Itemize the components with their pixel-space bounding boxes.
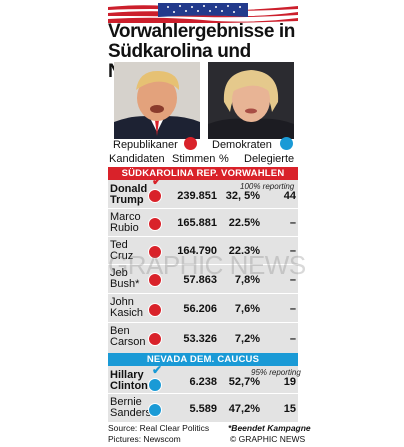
candidate-name: Donald Trump <box>110 183 148 206</box>
republican-dot-icon <box>148 217 162 231</box>
votes-value: 164.790 <box>177 245 217 257</box>
pct-value: 7,6% <box>234 303 260 315</box>
delegates-value: – <box>289 303 296 315</box>
candidate-name: Hillary Clinton <box>110 369 148 392</box>
delegates-value: – <box>289 274 296 286</box>
col-header-pct: % <box>219 153 229 165</box>
party-label-republican: Republikaner <box>113 139 178 151</box>
copyright-credit: © GRAPHIC NEWS <box>230 434 306 444</box>
republican-dot-icon <box>148 245 162 259</box>
pct-value: 32, 5% <box>225 190 260 202</box>
candidate-name: Bernie Sanders <box>110 396 151 419</box>
republican-dot-icon <box>184 137 197 150</box>
votes-value: 239.851 <box>177 190 217 202</box>
table-row: Ted Cruz 164.790 22.3% – <box>108 237 298 265</box>
republican-dot-icon <box>148 303 162 317</box>
republican-dot-icon <box>148 332 162 346</box>
table-row: John Kasich 56.206 7,6% – <box>108 294 298 323</box>
pct-value: 52,7% <box>228 376 260 388</box>
votes-value: 5.589 <box>189 403 217 415</box>
table-row: Ben Carson 53.326 7,2% – <box>108 323 298 353</box>
republican-dot-icon <box>148 189 162 203</box>
votes-value: 56.206 <box>183 303 217 315</box>
table-row: Jeb Bush* 57.863 7,8% – <box>108 265 298 294</box>
clinton-portrait <box>208 62 294 139</box>
candidate-name: Ted Cruz <box>110 239 134 262</box>
votes-value: 6.238 <box>189 376 217 388</box>
candidate-name: Jeb Bush* <box>110 267 140 290</box>
pct-value: 7,2% <box>234 333 260 345</box>
col-header-votes: Stimmen <box>172 153 216 165</box>
votes-value: 57.863 <box>183 274 217 286</box>
votes-value: 53.326 <box>183 333 217 345</box>
candidate-name: John Kasich <box>110 296 144 319</box>
pct-value: 22.5% <box>228 217 260 229</box>
pictures-credit: Pictures: Newscom <box>108 434 181 444</box>
sc-reporting: 100% reporting <box>240 182 295 191</box>
section-nevada: NEVADA DEM. CAUCUS <box>108 353 298 366</box>
check-icon: ✔ <box>152 363 163 377</box>
delegates-value: 19 <box>283 376 296 388</box>
section-south-carolina: SÜDKAROLINA REP. VORWAHLEN <box>108 167 298 180</box>
table-row: Hillary Clinton ✔ 6.238 52,7% 19 <box>108 363 298 394</box>
pct-value: 47,2% <box>228 403 260 415</box>
pct-value: 7,8% <box>234 274 260 286</box>
democrat-dot-icon <box>280 137 293 150</box>
delegates-value: – <box>289 245 296 257</box>
table-row: Marco Rubio 165.881 22.5% – <box>108 209 298 237</box>
table-row: Donald Trump ✔ 239.851 32, 5% 44 <box>108 174 298 209</box>
check-icon: ✔ <box>152 174 163 188</box>
delegates-value: – <box>289 333 296 345</box>
watermark: GRAPHIC NEWS <box>108 250 306 280</box>
nv-reporting: 95% reporting <box>251 368 301 377</box>
democrat-dot-icon <box>148 378 162 392</box>
source-note: Source: Real Clear Politics <box>108 423 210 433</box>
table-row: Bernie Sanders 5.589 47,2% 15 <box>108 394 298 422</box>
col-header-delegates: Delegierte <box>244 153 295 165</box>
campaign-note: *Beendet Kampagne <box>228 423 311 433</box>
republican-dot-icon <box>148 273 162 287</box>
nevada-table <box>108 366 298 422</box>
votes-value: 165.881 <box>177 217 217 229</box>
pct-value: 22.3% <box>228 245 260 257</box>
candidate-name: Ben Carson <box>110 325 146 348</box>
delegates-value: 44 <box>283 190 296 202</box>
delegates-value: – <box>289 217 296 229</box>
us-flag-banner <box>108 3 298 23</box>
delegates-value: 15 <box>283 403 296 415</box>
candidate-name: Marco Rubio <box>110 211 141 234</box>
party-label-democrat: Demokraten <box>212 139 272 151</box>
col-header-candidates: Kandidaten <box>109 153 165 165</box>
trump-portrait <box>114 62 200 139</box>
democrat-dot-icon <box>148 403 162 417</box>
